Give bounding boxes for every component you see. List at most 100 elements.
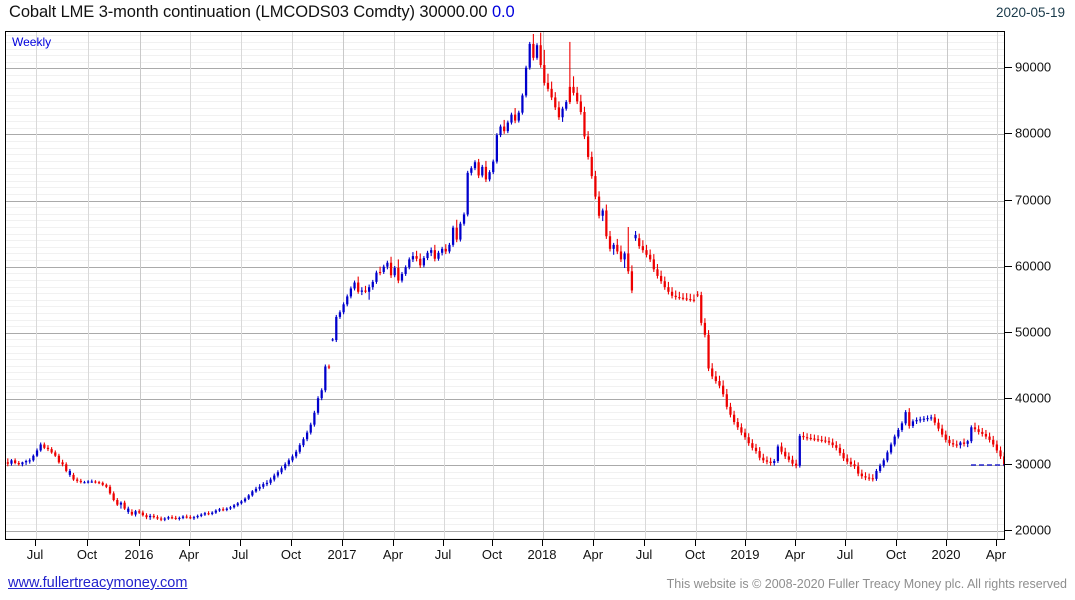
gridline-minor	[6, 55, 1004, 56]
plot-area[interactable]: Weekly	[5, 31, 1005, 540]
candle	[638, 233, 641, 249]
gridline-major	[6, 267, 1004, 268]
gridline-minor	[6, 121, 1004, 122]
x-axis-label: 2020	[931, 547, 961, 562]
candle	[349, 286, 353, 299]
candle	[769, 457, 772, 466]
gridline-minor	[6, 247, 1004, 248]
candle	[941, 424, 944, 438]
candle	[218, 507, 221, 512]
candle	[83, 480, 86, 484]
candle	[740, 423, 743, 436]
candle	[437, 250, 440, 261]
candle	[284, 462, 287, 471]
gridline-minor	[6, 505, 1004, 506]
gridline-major	[6, 134, 1004, 135]
x-axis-tick	[240, 540, 241, 546]
y-axis-label: 60000	[1015, 258, 1052, 274]
frequency-label: Weekly	[12, 35, 52, 49]
candle	[729, 402, 732, 418]
candle	[138, 509, 141, 514]
candle	[112, 491, 115, 502]
gridline-minor	[6, 313, 1004, 314]
candle	[652, 254, 655, 272]
gridline-vertical	[796, 32, 797, 539]
gridline-minor	[6, 240, 1004, 241]
candle	[962, 438, 966, 447]
candle	[871, 474, 874, 482]
x-axis: Jul Oct 2016 Apr Jul Oct 2017 Apr Jul Oct 2018 Apr J…	[5, 540, 1006, 570]
y-axis-label: 80000	[1015, 125, 1052, 141]
candle	[94, 480, 97, 484]
gridline-minor	[6, 452, 1004, 453]
candle	[236, 502, 239, 507]
candle	[718, 375, 721, 389]
candle	[700, 291, 703, 326]
gridline-vertical	[645, 32, 646, 539]
x-axis-label: Jul	[26, 547, 44, 562]
candle	[181, 515, 185, 520]
candle	[707, 330, 710, 372]
candle	[492, 159, 495, 175]
candle	[35, 448, 39, 458]
candle	[386, 260, 389, 270]
candle	[211, 511, 214, 516]
candle	[466, 170, 469, 217]
candle	[539, 32, 542, 68]
x-axis-label: Oct	[76, 547, 98, 562]
x-axis-tick	[695, 540, 696, 546]
candle	[623, 251, 626, 268]
y-axis-label: 30000	[1015, 456, 1052, 472]
gridline-minor	[6, 168, 1004, 169]
candle	[152, 513, 155, 519]
candle	[86, 480, 90, 484]
y-axis-tick	[1005, 464, 1012, 465]
candle	[65, 462, 68, 473]
candle	[375, 270, 378, 284]
candle	[305, 430, 309, 442]
gridline-minor	[6, 108, 1004, 109]
candle	[32, 454, 35, 462]
candle	[597, 191, 601, 219]
candle	[805, 433, 809, 441]
candle	[853, 460, 856, 469]
x-axis-label: Jul	[635, 547, 653, 562]
candle	[473, 160, 477, 171]
site-link[interactable]: www.fullertreacymoney.com	[8, 575, 188, 591]
candle	[338, 310, 342, 319]
candle	[229, 505, 232, 510]
candle	[977, 425, 980, 435]
gridline-major	[6, 333, 1004, 334]
candle	[433, 244, 436, 262]
candle	[247, 494, 250, 501]
candle	[495, 133, 498, 164]
candle	[273, 473, 276, 482]
candle	[17, 461, 20, 466]
gridline-minor	[6, 419, 1004, 420]
y-axis-tick	[1005, 67, 1012, 68]
x-axis-label: Apr	[178, 547, 200, 562]
candle	[838, 443, 842, 456]
x-axis-label: Jul	[231, 547, 249, 562]
candle	[904, 410, 907, 426]
candle	[521, 93, 524, 115]
gridline-minor	[6, 511, 1004, 512]
candle	[327, 364, 331, 370]
candle	[616, 238, 619, 255]
candle	[276, 470, 280, 478]
gridline-minor	[6, 253, 1004, 254]
gridline-minor	[6, 227, 1004, 228]
candle	[207, 511, 210, 516]
candle	[448, 242, 451, 254]
candle	[382, 264, 385, 274]
candle	[678, 291, 681, 300]
copyright-text: This website is © 2008-2020 Fuller Treac…	[666, 577, 1067, 591]
x-axis-tick	[139, 540, 140, 546]
candle	[97, 480, 101, 485]
gridline-minor	[6, 359, 1004, 360]
gridline-minor	[6, 472, 1004, 473]
candle	[988, 432, 991, 443]
candle	[335, 314, 338, 343]
candle	[605, 204, 608, 239]
